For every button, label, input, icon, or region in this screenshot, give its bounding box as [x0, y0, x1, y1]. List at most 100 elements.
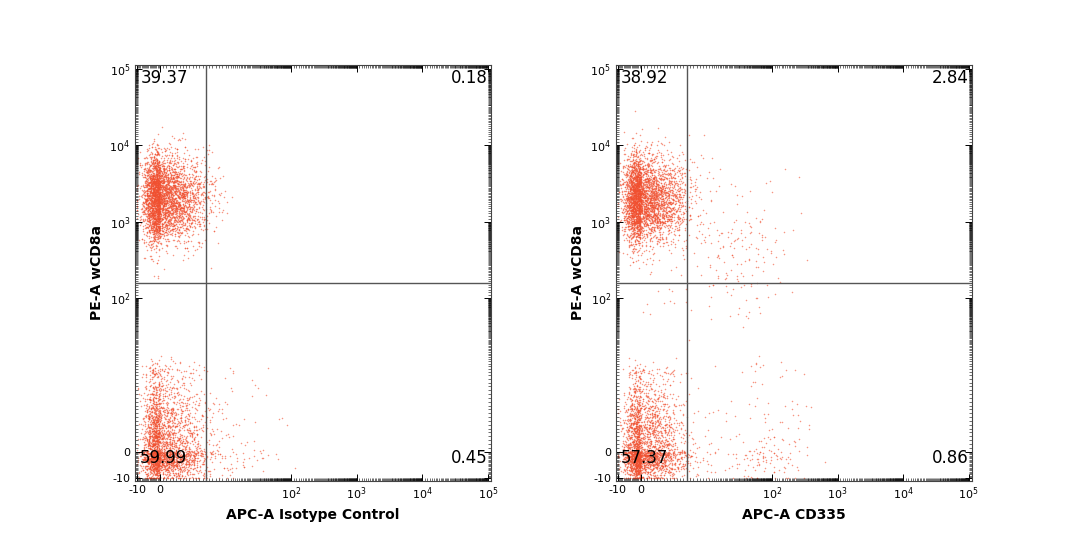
- Point: [154, 469, 172, 477]
- Point: [139, 200, 157, 208]
- Point: [616, 448, 633, 457]
- Point: [175, 186, 192, 195]
- Point: [177, 454, 194, 463]
- Point: [635, 176, 652, 184]
- Point: [140, 193, 158, 202]
- Point: [175, 207, 192, 216]
- Point: [637, 438, 654, 447]
- Point: [625, 188, 643, 197]
- Point: [652, 448, 670, 457]
- Point: [147, 463, 164, 471]
- Point: [151, 470, 168, 478]
- Point: [156, 429, 173, 438]
- Point: [656, 161, 673, 170]
- Point: [160, 201, 177, 210]
- Point: [146, 211, 163, 220]
- Point: [143, 232, 160, 241]
- Point: [193, 213, 211, 221]
- Point: [144, 219, 161, 228]
- Point: [637, 451, 654, 460]
- Point: [619, 203, 636, 212]
- Point: [613, 180, 631, 188]
- Point: [153, 157, 171, 166]
- Point: [186, 163, 203, 171]
- Point: [654, 414, 672, 423]
- Point: [626, 451, 644, 460]
- Point: [180, 400, 198, 409]
- Point: [630, 205, 647, 214]
- Point: [631, 209, 648, 218]
- Point: [624, 201, 642, 210]
- Point: [141, 173, 159, 181]
- Point: [176, 198, 193, 206]
- Point: [626, 387, 644, 396]
- Point: [649, 437, 666, 445]
- Point: [136, 397, 153, 406]
- Point: [627, 129, 645, 138]
- Point: [161, 217, 178, 225]
- Point: [178, 460, 195, 469]
- Point: [153, 449, 171, 458]
- Point: [176, 179, 193, 187]
- Point: [662, 177, 679, 185]
- Point: [176, 180, 193, 188]
- Point: [167, 199, 185, 207]
- Point: [620, 222, 637, 231]
- Point: [145, 415, 162, 424]
- Point: [143, 224, 160, 232]
- Point: [145, 393, 162, 401]
- Point: [144, 366, 161, 375]
- Point: [154, 192, 172, 201]
- Point: [152, 445, 170, 454]
- Point: [754, 233, 771, 242]
- Point: [645, 413, 662, 421]
- Point: [156, 429, 173, 437]
- Point: [153, 168, 171, 177]
- Point: [184, 447, 201, 455]
- Point: [669, 180, 686, 189]
- Point: [788, 400, 806, 408]
- Point: [624, 459, 642, 468]
- Point: [635, 423, 652, 431]
- Point: [627, 206, 645, 215]
- Point: [150, 430, 167, 438]
- Point: [153, 450, 171, 459]
- Point: [146, 174, 163, 183]
- Point: [193, 208, 211, 217]
- Point: [648, 380, 665, 388]
- Point: [144, 150, 161, 159]
- Point: [150, 232, 167, 240]
- Point: [630, 204, 647, 212]
- Point: [162, 435, 179, 444]
- Point: [632, 458, 649, 467]
- Point: [199, 193, 216, 201]
- Point: [154, 180, 172, 189]
- Point: [626, 449, 644, 458]
- Point: [150, 201, 167, 210]
- Point: [632, 192, 649, 200]
- Point: [629, 463, 646, 472]
- Point: [165, 182, 183, 191]
- Point: [167, 202, 185, 211]
- Point: [195, 444, 213, 453]
- Point: [144, 180, 161, 188]
- Point: [633, 201, 650, 210]
- Point: [136, 173, 153, 181]
- Point: [633, 417, 650, 426]
- Point: [658, 188, 675, 197]
- Point: [721, 180, 739, 188]
- Point: [148, 225, 165, 233]
- Point: [652, 184, 670, 193]
- Point: [629, 455, 646, 464]
- Point: [636, 169, 653, 178]
- Point: [632, 423, 649, 431]
- Point: [660, 425, 677, 434]
- Point: [627, 449, 645, 457]
- Point: [149, 462, 166, 471]
- Point: [221, 363, 239, 372]
- Point: [156, 175, 173, 184]
- Point: [638, 173, 656, 182]
- Point: [624, 183, 642, 192]
- Point: [624, 468, 642, 477]
- Point: [622, 186, 639, 194]
